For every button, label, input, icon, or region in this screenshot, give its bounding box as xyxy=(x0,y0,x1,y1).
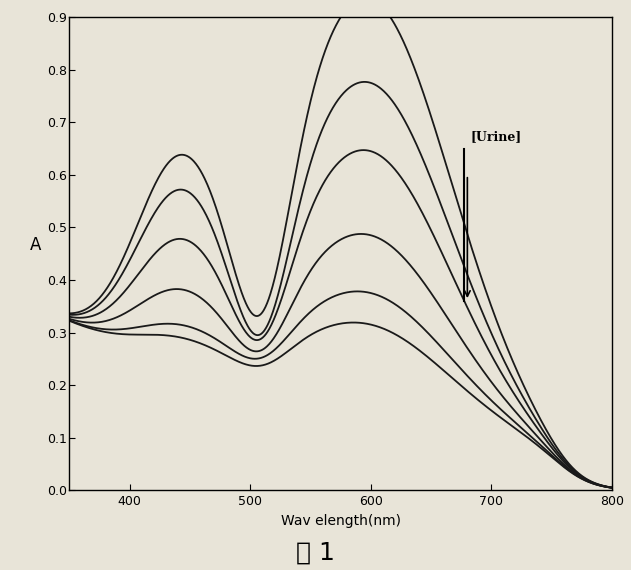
Text: [Urine]: [Urine] xyxy=(471,131,522,143)
Y-axis label: A: A xyxy=(30,235,41,254)
Text: 图 1: 图 1 xyxy=(296,540,335,564)
X-axis label: Wav elength(nm): Wav elength(nm) xyxy=(281,514,401,528)
